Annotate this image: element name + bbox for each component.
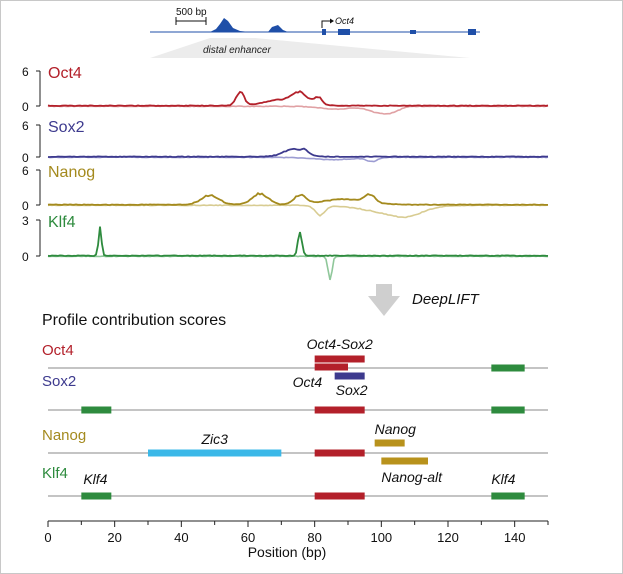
contribution-track-label: Nanog <box>42 427 86 444</box>
profile-line-positive-strand <box>47 192 548 206</box>
x-axis: 0 20 40 60 80 100 120 140 Position (bp) <box>44 520 549 560</box>
profile-track-sox2: 6 0 Sox2 <box>22 119 549 165</box>
genome-track: 500 bp Oct4 distal enhancer <box>150 7 480 58</box>
x-tick-label: 0 <box>44 530 51 545</box>
motif-bar-zic3 <box>148 449 282 457</box>
x-tick-label: 80 <box>307 530 321 545</box>
profile-line-positive-strand <box>47 90 549 107</box>
track-label: Sox2 <box>48 119 85 136</box>
y-tick-zero-label: 0 <box>22 151 29 165</box>
profile-line-positive-strand <box>48 147 549 158</box>
motif-label: Sox2 <box>336 382 368 398</box>
chipseq-peak-small <box>268 25 288 32</box>
motif-label: Zic3 <box>200 431 228 447</box>
motif-label: Klf4 <box>491 471 515 487</box>
y-tick-max-label: 6 <box>22 65 29 79</box>
x-axis-title: Position (bp) <box>248 544 327 560</box>
contribution-track-label: Oct4 <box>42 342 74 359</box>
profile-line-negative-strand <box>47 105 549 115</box>
oct4-gene-exon-1 <box>322 29 326 35</box>
profile-line-negative-strand <box>47 156 549 163</box>
motif-label: Nanog <box>375 421 416 437</box>
motif-bar-nanog-alt <box>381 457 428 465</box>
y-tick-max-label: 3 <box>22 214 29 228</box>
profile-track-oct4: 6 0 Oct4 <box>22 65 549 115</box>
motif-bar <box>314 492 365 500</box>
x-tick-label: 20 <box>107 530 121 545</box>
motif-label: Oct4 <box>293 374 323 390</box>
track-label: Klf4 <box>48 214 76 231</box>
zoom-fan <box>150 38 470 58</box>
deeplift-label: DeepLIFT <box>412 291 481 308</box>
tss-arrow-head <box>330 18 334 24</box>
y-tick-zero-label: 0 <box>22 250 29 264</box>
motif-bar-klf4 <box>81 492 112 500</box>
profile-track-klf4: 3 0 Klf4 <box>22 214 549 281</box>
gene-label: Oct4 <box>335 16 354 26</box>
down-arrow-icon <box>368 284 400 316</box>
x-tick-label: 120 <box>437 530 459 545</box>
motif-bar <box>314 449 365 457</box>
deeplift-arrow: DeepLIFT <box>368 284 481 316</box>
motif-bar-oct4 <box>314 363 348 371</box>
oct4-gene-exon-4 <box>468 29 476 35</box>
y-tick-zero-label: 0 <box>22 199 29 213</box>
contribution-title: Profile contribution scores <box>42 312 226 329</box>
y-tick-zero-label: 0 <box>22 100 29 114</box>
y-tick-max-label: 6 <box>22 119 29 133</box>
contribution-track-label: Sox2 <box>42 373 76 390</box>
motif-label: Oct4-Sox2 <box>307 336 373 352</box>
contribution-track-label: Klf4 <box>42 465 68 482</box>
contribution-track-klf4: Klf4 Klf4 Klf4 <box>42 465 548 500</box>
y-tick-max-label: 6 <box>22 164 29 178</box>
enhancer-label: distal enhancer <box>203 45 271 56</box>
track-label: Nanog <box>48 164 95 181</box>
oct4-gene-exon-2 <box>338 29 350 35</box>
motif-bar <box>491 406 525 414</box>
motif-label: Klf4 <box>83 471 107 487</box>
motif-bar-oct4-sox2 <box>314 355 365 363</box>
track-label: Oct4 <box>48 65 82 82</box>
tss-arrow <box>321 20 330 28</box>
motif-bar <box>314 406 365 414</box>
motif-bar-nanog <box>374 439 405 447</box>
motif-bar <box>81 406 112 414</box>
chipseq-peak-distal <box>210 18 250 32</box>
motif-bar-klf4 <box>491 492 525 500</box>
x-tick-label: 60 <box>241 530 255 545</box>
profile-track-nanog: 6 0 Nanog <box>22 164 549 219</box>
contribution-track-oct4: Oct4 Oct4-Sox2 Oct4 Sox2 <box>42 336 548 398</box>
scale-bar-label: 500 bp <box>176 7 207 18</box>
motif-bar-sox2 <box>334 372 365 380</box>
oct4-gene-exon-3 <box>410 30 416 34</box>
motif-bar <box>491 364 525 372</box>
contribution-track-sox2: Sox2 <box>42 373 548 414</box>
x-tick-label: 100 <box>370 530 392 545</box>
contribution-track-nanog: Nanog Zic3 Nanog Nanog-alt <box>42 421 548 485</box>
profile-line-negative-strand <box>47 255 549 281</box>
x-tick-label: 40 <box>174 530 188 545</box>
motif-label: Nanog-alt <box>381 469 443 485</box>
profile-line-positive-strand <box>47 226 549 257</box>
x-tick-label: 140 <box>504 530 526 545</box>
profile-line-negative-strand <box>47 204 549 219</box>
